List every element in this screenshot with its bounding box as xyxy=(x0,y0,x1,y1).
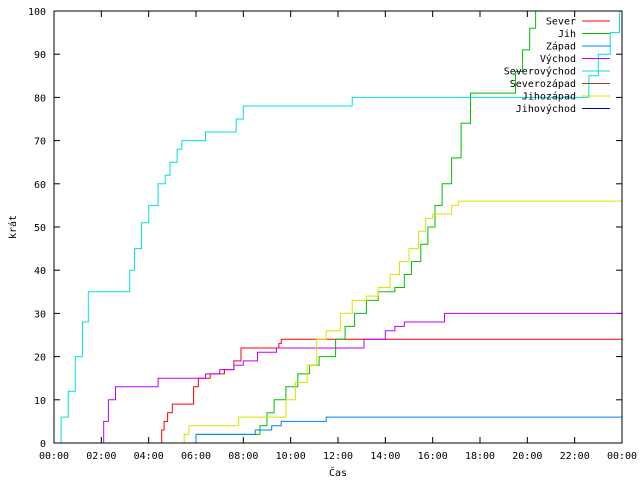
x-tick-label: 00:00 xyxy=(39,451,69,462)
x-tick-label: 22:00 xyxy=(560,451,590,462)
y-tick-label: 90 xyxy=(34,50,46,61)
legend-label: Jihozápad xyxy=(522,91,576,103)
x-tick-label: 12:00 xyxy=(323,451,353,462)
series-line-6 xyxy=(54,200,622,444)
x-tick-label: 20:00 xyxy=(512,451,542,462)
legend-label: Jih xyxy=(558,29,576,40)
x-tick-label: 00:00 xyxy=(607,451,637,462)
legend-label: Východ xyxy=(540,53,576,65)
series-line-3 xyxy=(54,312,622,444)
x-tick-label: 14:00 xyxy=(370,451,400,462)
y-tick-label: 50 xyxy=(34,223,46,234)
y-tick-label: 100 xyxy=(28,7,46,18)
legend-label: Jihovýchod xyxy=(516,103,576,115)
series-line-1 xyxy=(54,11,537,444)
y-tick-label: 40 xyxy=(34,266,46,277)
series-line-4 xyxy=(54,11,621,444)
y-tick-label: 60 xyxy=(34,180,46,191)
y-axis-ticks: 0 10 20 30 40 50 60 70 80 90 100 xyxy=(28,7,622,450)
y-tick-label: 10 xyxy=(34,396,46,407)
x-tick-label: 18:00 xyxy=(465,451,495,462)
y-axis-label: krát xyxy=(7,215,19,239)
series-line-0 xyxy=(54,338,622,444)
legend-label: Západ xyxy=(546,41,576,53)
x-tick-label: 02:00 xyxy=(86,451,116,462)
x-tick-label: 04:00 xyxy=(134,451,164,462)
legend-label: Sever xyxy=(546,17,576,28)
legend-label: Severozápad xyxy=(510,78,576,90)
y-tick-label: 30 xyxy=(34,309,46,320)
y-tick-label: 70 xyxy=(34,137,46,148)
legend: SeverJihZápadVýchodSeverovýchodSeverozáp… xyxy=(504,17,610,115)
series-lines xyxy=(54,11,622,444)
y-tick-label: 20 xyxy=(34,353,46,364)
x-tick-label: 10:00 xyxy=(276,451,306,462)
x-tick-label: 06:00 xyxy=(181,451,211,462)
x-axis-ticks: 00:00 02:00 04:00 06:00 08:00 10:00 12:00 14:00… xyxy=(39,11,637,462)
y-tick-label: 0 xyxy=(40,439,46,450)
series-line-2 xyxy=(54,416,622,444)
x-tick-label: 16:00 xyxy=(418,451,448,462)
x-axis-label: Čas xyxy=(329,466,347,479)
x-tick-label: 08:00 xyxy=(228,451,258,462)
legend-label: Severovýchod xyxy=(504,66,576,78)
y-tick-label: 80 xyxy=(34,93,46,104)
plot-frame xyxy=(53,10,623,444)
